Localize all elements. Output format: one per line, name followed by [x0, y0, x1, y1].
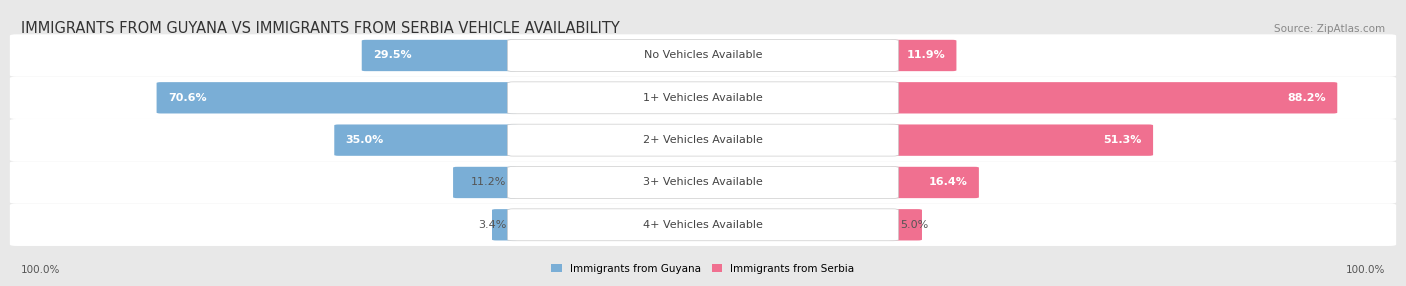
Text: 100.0%: 100.0% [1346, 265, 1385, 275]
Text: 70.6%: 70.6% [167, 93, 207, 103]
Text: 3.4%: 3.4% [478, 220, 506, 230]
Text: Source: ZipAtlas.com: Source: ZipAtlas.com [1274, 24, 1385, 33]
Text: IMMIGRANTS FROM GUYANA VS IMMIGRANTS FROM SERBIA VEHICLE AVAILABILITY: IMMIGRANTS FROM GUYANA VS IMMIGRANTS FRO… [21, 21, 620, 36]
Text: 100.0%: 100.0% [21, 265, 60, 275]
Text: 11.2%: 11.2% [471, 178, 506, 187]
Text: 35.0%: 35.0% [346, 135, 384, 145]
Text: 11.9%: 11.9% [907, 51, 945, 60]
Text: 2+ Vehicles Available: 2+ Vehicles Available [643, 135, 763, 145]
Text: No Vehicles Available: No Vehicles Available [644, 51, 762, 60]
Text: 29.5%: 29.5% [373, 51, 412, 60]
Text: 16.4%: 16.4% [929, 178, 967, 187]
Text: 88.2%: 88.2% [1288, 93, 1326, 103]
Text: 5.0%: 5.0% [900, 220, 928, 230]
Text: 4+ Vehicles Available: 4+ Vehicles Available [643, 220, 763, 230]
Text: 51.3%: 51.3% [1104, 135, 1142, 145]
Text: 1+ Vehicles Available: 1+ Vehicles Available [643, 93, 763, 103]
Legend: Immigrants from Guyana, Immigrants from Serbia: Immigrants from Guyana, Immigrants from … [551, 264, 855, 274]
Text: 3+ Vehicles Available: 3+ Vehicles Available [643, 178, 763, 187]
